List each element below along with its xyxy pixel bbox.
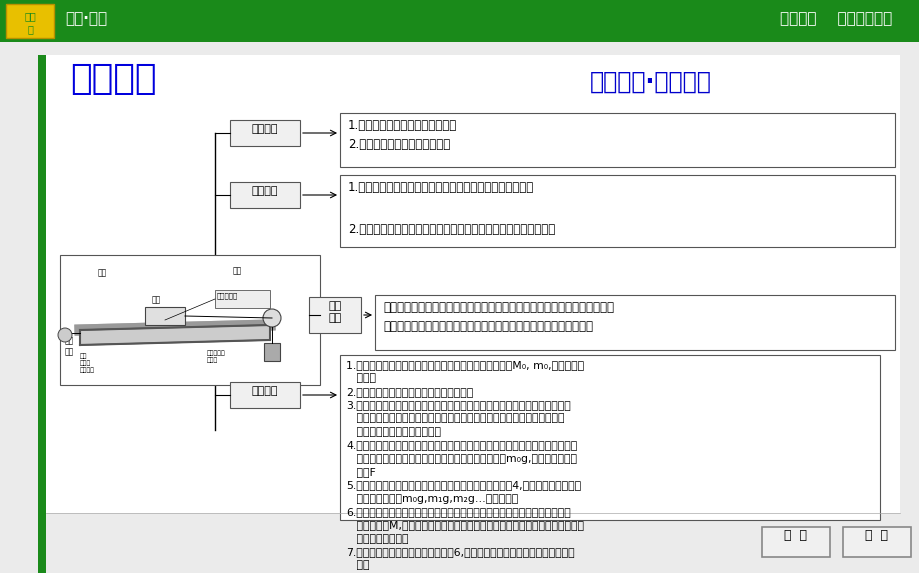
Text: 带有
定滑轮
的长木板: 带有 定滑轮 的长木板 xyxy=(80,353,95,372)
Text: 小盘: 小盘 xyxy=(65,336,74,345)
Bar xyxy=(38,513,46,573)
Text: 纸带: 纸带 xyxy=(233,266,242,275)
Text: 打点计时器: 打点计时器 xyxy=(217,292,238,299)
Text: 导与
练: 导与 练 xyxy=(24,11,36,34)
Text: 下  页: 下 页 xyxy=(865,529,888,542)
Circle shape xyxy=(58,328,72,342)
Text: 细绳: 细绳 xyxy=(98,268,108,277)
Text: 打点计时器
实验台: 打点计时器 实验台 xyxy=(207,350,225,363)
Text: 实验原理: 实验原理 xyxy=(252,186,278,196)
Text: 高中·物理: 高中·物理 xyxy=(65,11,107,26)
Text: 实验步骤: 实验步骤 xyxy=(252,386,278,396)
Text: 重物: 重物 xyxy=(65,347,74,356)
Bar xyxy=(6,4,54,38)
Polygon shape xyxy=(80,325,269,345)
Text: 实验目的: 实验目的 xyxy=(252,124,278,134)
Bar xyxy=(38,55,899,513)
Bar xyxy=(38,55,46,513)
Bar xyxy=(230,182,300,208)
Circle shape xyxy=(263,309,280,327)
Text: 打点计时器、纸带、复写纸、小车、一端有定滑轮的长木板、小盘、重物、
夹子、细绳、低压交流电源、导线、天平（带有一套砝码）、刻度尺: 打点计时器、纸带、复写纸、小车、一端有定滑轮的长木板、小盘、重物、 夹子、细绳、… xyxy=(382,301,613,333)
Text: 上  页: 上 页 xyxy=(784,529,807,542)
Bar xyxy=(761,527,829,557)
Bar xyxy=(0,0,919,42)
Bar xyxy=(230,120,300,146)
Bar xyxy=(340,113,894,167)
Bar xyxy=(215,290,269,308)
Bar xyxy=(340,175,894,247)
Text: 返回目录    返回栏目导航: 返回目录 返回栏目导航 xyxy=(779,11,891,26)
Bar xyxy=(230,382,300,408)
Text: 1.用天平分别测出小车和重物（包括小盘）的质量分别为M₀, m₀,并把数值记
   录下来
2.按图将实验器材安装好（小车上不系绳）
3.把木板无摩擦的一端下端: 1.用天平分别测出小车和重物（包括小盘）的质量分别为M₀, m₀,并把数值记 录… xyxy=(346,360,584,570)
Text: 1.学会用控制变量法探究物理规律
2.探究加速度与力、质量的关系: 1.学会用控制变量法探究物理规律 2.探究加速度与力、质量的关系 xyxy=(347,119,457,151)
Bar xyxy=(264,343,279,361)
Text: 实验
器材: 实验 器材 xyxy=(328,301,341,323)
Text: 实验基础: 实验基础 xyxy=(70,62,156,96)
Text: 小车: 小车 xyxy=(152,295,161,304)
Bar xyxy=(309,297,360,333)
Bar xyxy=(340,355,879,520)
Bar xyxy=(60,255,320,385)
Bar xyxy=(145,307,185,325)
Bar xyxy=(842,527,910,557)
Text: 解读实验·萃取精华: 解读实验·萃取精华 xyxy=(589,70,711,94)
Text: 1.保持小车质量不变，改变拉力，探究加速度与力的关系；

2.保持小车拉力不变，改变小车的质量，探究加速度与质量的关系: 1.保持小车质量不变，改变拉力，探究加速度与力的关系； 2.保持小车拉力不变，改… xyxy=(347,181,555,236)
Bar xyxy=(375,295,894,350)
